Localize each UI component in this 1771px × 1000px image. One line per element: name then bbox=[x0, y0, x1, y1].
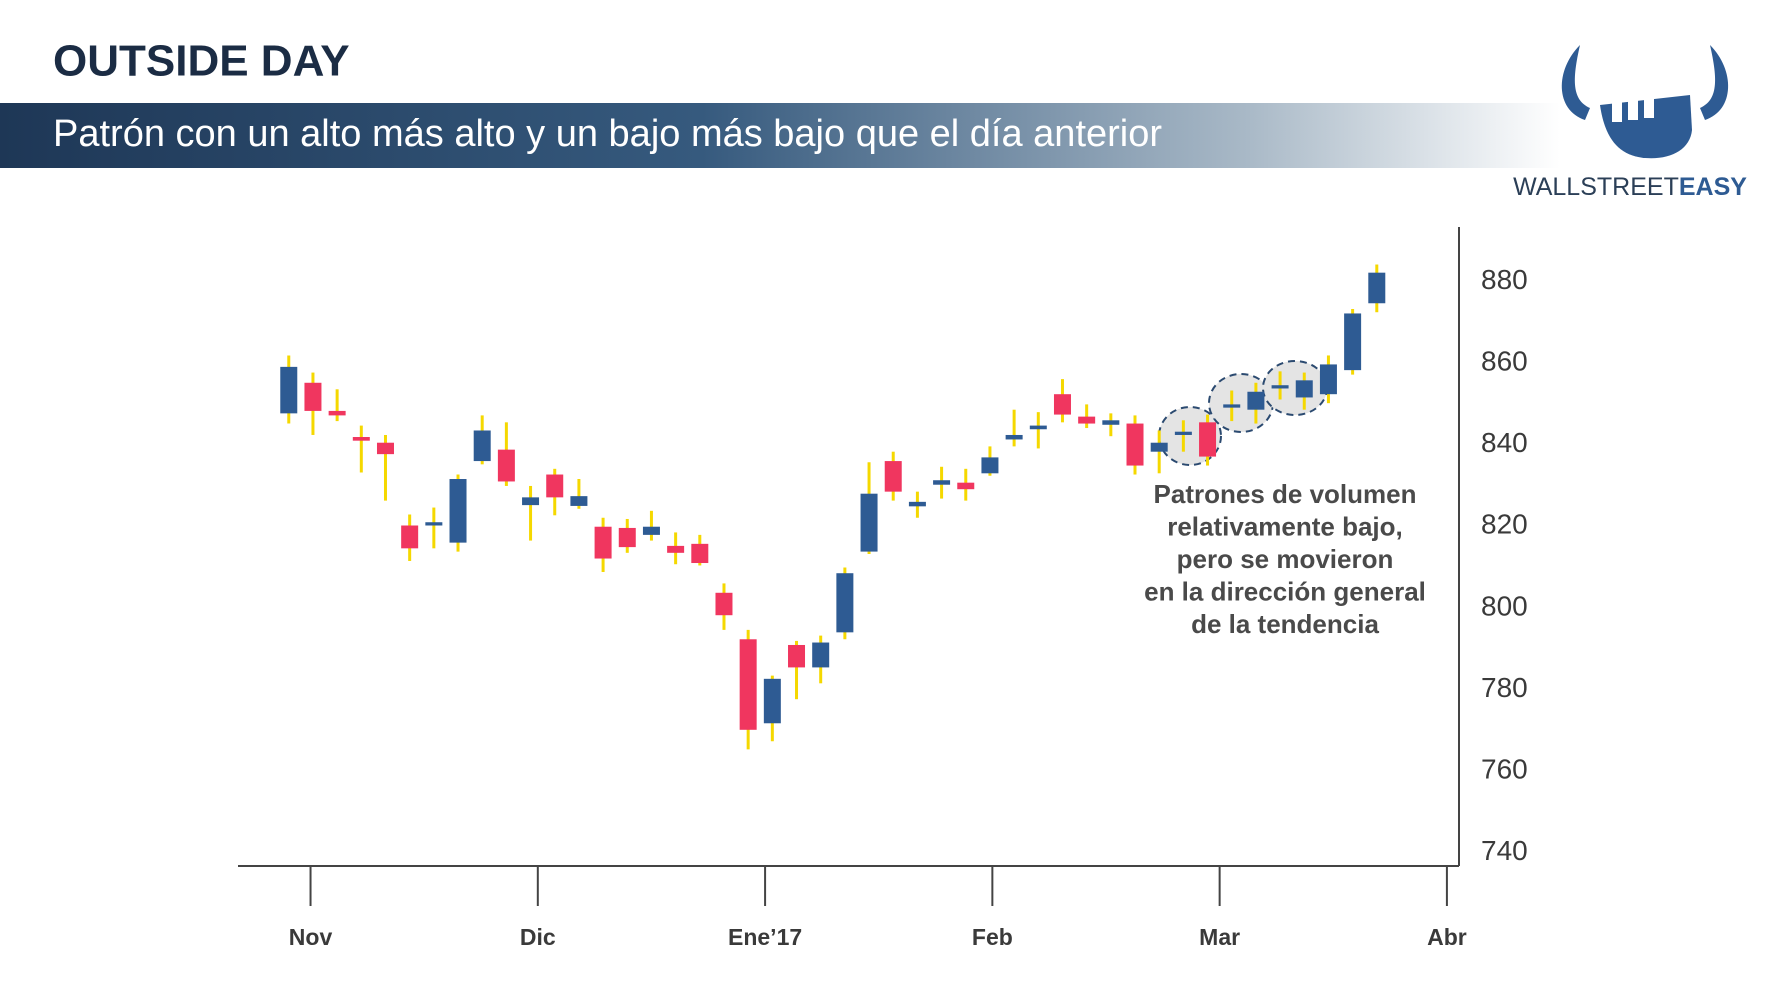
y-tick-label: 860 bbox=[1481, 346, 1528, 377]
candle-body bbox=[522, 497, 540, 506]
x-tick-label: Mar bbox=[1199, 924, 1240, 950]
candle-body bbox=[1053, 394, 1071, 415]
logo-icon bbox=[1561, 45, 1729, 159]
candle-body bbox=[1102, 420, 1120, 425]
candle-body bbox=[788, 644, 806, 668]
candle-body bbox=[425, 522, 443, 526]
x-tick-label: Feb bbox=[972, 924, 1013, 950]
annotation: en la dirección general bbox=[1144, 576, 1426, 606]
candle-body bbox=[812, 642, 830, 668]
candle-body bbox=[691, 543, 709, 564]
candle-body bbox=[908, 501, 926, 507]
candle-body bbox=[1247, 391, 1265, 410]
candle-body bbox=[546, 474, 564, 498]
candle-body bbox=[401, 525, 419, 549]
candle-body bbox=[933, 480, 951, 485]
candle-body bbox=[1295, 380, 1313, 398]
candle-body bbox=[1319, 364, 1337, 395]
candle-body bbox=[1223, 404, 1241, 408]
x-tick-label: Dic bbox=[520, 924, 556, 950]
candle-body bbox=[860, 493, 878, 552]
annotation: Patrones de volumen bbox=[1154, 479, 1417, 509]
y-tick-label: 880 bbox=[1481, 264, 1528, 295]
candle-body bbox=[328, 410, 346, 416]
x-tick-label: Abr bbox=[1427, 924, 1467, 950]
candle-body bbox=[1199, 422, 1217, 457]
candle-body bbox=[1078, 416, 1096, 424]
candle-body bbox=[957, 482, 975, 490]
x-tick-label: Nov bbox=[289, 924, 333, 950]
candle-body bbox=[1126, 423, 1144, 466]
y-tick-label: 820 bbox=[1481, 509, 1528, 540]
candle-body bbox=[1029, 425, 1047, 430]
candle-body bbox=[618, 527, 636, 548]
logo-bold: EASY bbox=[1679, 173, 1747, 201]
candle-body bbox=[1150, 442, 1168, 452]
candle-body bbox=[304, 382, 322, 411]
candle-body bbox=[981, 457, 999, 474]
title: OUTSIDE DAY bbox=[53, 37, 350, 86]
subtitle: Patrón con un alto más alto y un bajo má… bbox=[53, 113, 1162, 155]
candle-body bbox=[1005, 434, 1023, 440]
candle-body bbox=[739, 639, 757, 730]
candle-body bbox=[376, 442, 394, 455]
y-tick-label: 760 bbox=[1481, 753, 1528, 784]
candle-body bbox=[280, 366, 298, 414]
logo-light: WALLSTREET bbox=[1513, 173, 1679, 201]
plot: 740 760 780 800 820 840 860 880 Nov Dic Ene’17 Feb M… bbox=[238, 227, 1528, 950]
candle-body bbox=[352, 437, 370, 441]
candle-body bbox=[715, 592, 733, 616]
candle-body bbox=[1344, 313, 1362, 371]
candle-body bbox=[594, 526, 612, 559]
candle-body bbox=[1368, 272, 1386, 304]
candle-body bbox=[473, 430, 491, 462]
banner bbox=[0, 103, 1560, 168]
candle-body bbox=[884, 461, 902, 492]
candle-body bbox=[763, 678, 781, 724]
y-tick-label: 800 bbox=[1481, 590, 1528, 621]
x-tick-label: Ene’17 bbox=[728, 924, 802, 950]
candle-body bbox=[497, 449, 515, 482]
candle-body bbox=[642, 526, 660, 535]
candle-body bbox=[1271, 385, 1289, 389]
annotation: relativamente bajo, bbox=[1167, 511, 1403, 541]
candle-body bbox=[570, 496, 588, 506]
annotation: pero se movieron bbox=[1177, 544, 1394, 574]
candle-body bbox=[449, 479, 467, 543]
candle-body bbox=[1174, 431, 1192, 435]
y-tick-label: 780 bbox=[1481, 672, 1528, 703]
y-tick-label: 740 bbox=[1481, 835, 1528, 866]
annotation: de la tendencia bbox=[1191, 609, 1379, 639]
y-tick-label: 840 bbox=[1481, 427, 1528, 458]
candle-body bbox=[667, 545, 685, 553]
candle-body bbox=[836, 573, 854, 633]
logo-text: WALLSTREETEASY bbox=[1513, 173, 1747, 201]
